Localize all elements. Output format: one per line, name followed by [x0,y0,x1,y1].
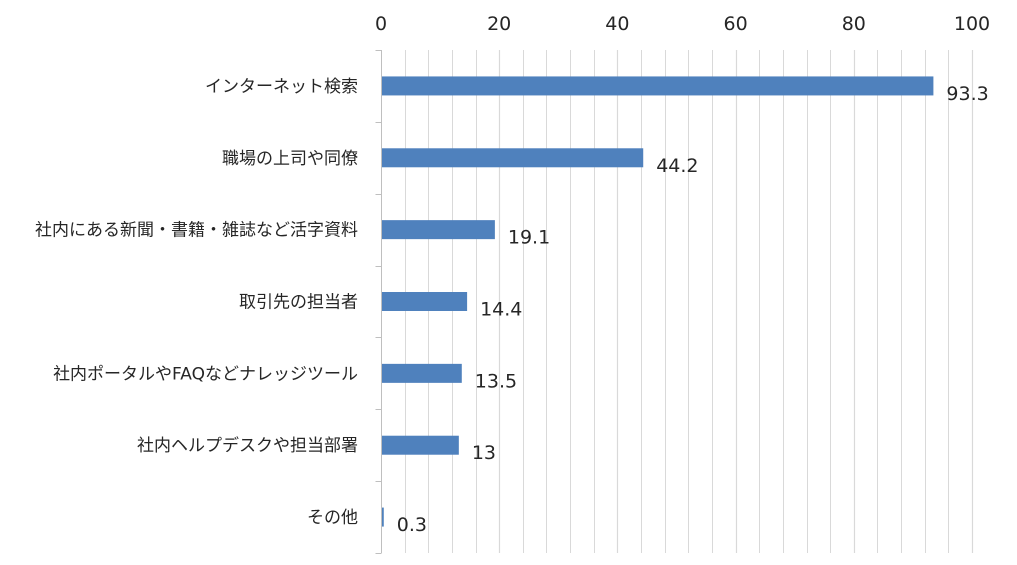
x-tick-label: 40 [605,13,629,35]
data-label: 93.3 [946,83,988,105]
data-label: 14.4 [480,299,522,321]
x-tick-label: 0 [375,13,387,35]
category-label: 社内にある新聞・書籍・雑誌など活字資料 [35,221,358,241]
x-tick-label: 60 [724,13,748,35]
category-label: 取引先の担当者 [239,293,358,313]
bar [382,220,495,240]
bars [382,76,934,527]
category-label: その他 [307,508,358,528]
category-label: インターネット検索 [205,77,358,97]
bar [382,435,459,455]
labels: インターネット検索 93.3 職場の上司や同僚 44.2 社内にある新聞・書籍・雑誌など… [35,77,989,536]
data-label: 13 [472,442,496,464]
bar [382,363,462,383]
data-label: 0.3 [397,514,427,536]
value-axis-ticks: 0 20 40 60 80 100 [375,13,990,35]
category-label: 職場の上司や同僚 [222,149,358,169]
x-tick-label: 80 [842,13,866,35]
category-axis [375,50,382,554]
data-label: 19.1 [508,227,550,249]
bar [382,148,644,168]
grid-lines [405,50,974,553]
data-label: 13.5 [475,370,517,392]
bar [382,292,468,311]
bar [382,507,384,527]
x-tick-label: 100 [954,13,990,35]
bar [382,76,934,96]
x-tick-label: 20 [487,13,511,35]
category-label: 社内ポータルやFAQなどナレッジツール [53,364,358,384]
category-label: 社内ヘルプデスクや担当部署 [137,435,358,456]
data-label: 44.2 [656,155,698,177]
